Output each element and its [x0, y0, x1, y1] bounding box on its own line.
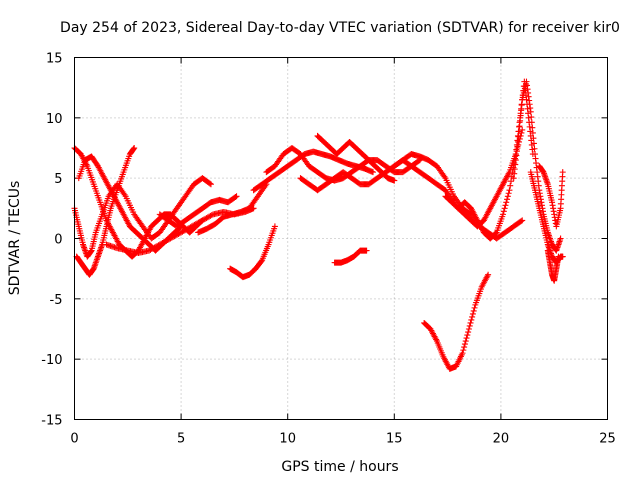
data-point — [208, 212, 215, 219]
data-point — [516, 123, 523, 130]
series-arc-o — [421, 271, 492, 372]
y-tick-label: 15 — [46, 52, 63, 67]
data-point — [508, 178, 515, 185]
data-point — [462, 338, 469, 345]
data-point — [530, 135, 537, 142]
series-arc-q — [455, 78, 536, 242]
series-arc-f — [156, 193, 240, 230]
data-point — [207, 181, 214, 188]
data-point — [461, 341, 468, 348]
data-point — [557, 235, 564, 242]
data-point — [531, 145, 538, 152]
data-point — [369, 169, 376, 176]
data-point — [271, 223, 278, 230]
data-point — [460, 347, 467, 354]
data-point — [507, 182, 514, 189]
y-tick-label: -15 — [41, 414, 62, 429]
y-tick-label: -10 — [41, 353, 62, 368]
data-point — [519, 217, 526, 224]
x-tick-label: 15 — [386, 432, 403, 447]
data-point — [503, 199, 510, 206]
data-point — [469, 310, 476, 317]
chart-title: Day 254 of 2023, Sidereal Day-to-day VTE… — [60, 20, 620, 36]
data-point — [517, 117, 524, 124]
data-point — [555, 253, 562, 260]
plot-frame — [74, 57, 608, 420]
y-tick-label: 0 — [54, 233, 62, 248]
data-point — [468, 316, 475, 323]
data-point — [206, 180, 213, 187]
data-point — [529, 124, 536, 131]
series-arc-g — [195, 181, 270, 236]
data-point — [518, 102, 525, 109]
data-point — [470, 307, 477, 314]
data-point — [501, 205, 508, 212]
data-point — [465, 326, 472, 332]
data-point — [467, 319, 474, 326]
data-point — [131, 145, 138, 151]
data-point — [464, 332, 471, 339]
x-axis-label: GPS time / hours — [281, 459, 398, 475]
data-point — [500, 211, 507, 218]
y-tick-label: -5 — [50, 293, 63, 308]
data-point — [527, 108, 534, 115]
series-arc-l — [297, 157, 457, 206]
data-point — [505, 190, 512, 197]
data-point — [466, 322, 473, 329]
grid-lines — [74, 57, 608, 420]
series-arc-u — [544, 247, 562, 284]
data-point — [528, 114, 535, 121]
x-tick-labels: 0 5 10 15 20 25 — [70, 432, 615, 447]
data-point — [516, 128, 523, 135]
series-arc-m — [331, 247, 370, 266]
data-point — [258, 258, 265, 265]
data-point — [461, 344, 468, 351]
data-point — [504, 196, 511, 203]
data-points — [71, 78, 566, 372]
data-point — [391, 177, 398, 184]
series-arc-t — [536, 163, 566, 230]
x-tick-label: 25 — [599, 432, 616, 447]
data-point — [514, 138, 521, 145]
data-point — [518, 107, 525, 114]
data-point — [492, 230, 499, 237]
x-tick-label: 10 — [279, 432, 296, 447]
data-point — [232, 194, 239, 201]
y-axis-label: SDTVAR / TECUs — [7, 181, 23, 296]
series-arc-b — [71, 145, 206, 260]
data-point — [233, 193, 240, 200]
data-point — [519, 126, 526, 133]
data-point — [485, 271, 492, 278]
data-point — [502, 202, 509, 209]
data-point — [459, 350, 466, 357]
y-tick-labels: -15 -10 -5 0 5 10 15 — [41, 52, 62, 429]
x-tick-label: 0 — [70, 432, 78, 447]
data-point — [500, 208, 507, 215]
data-point — [515, 133, 522, 140]
data-point — [465, 329, 472, 336]
data-point — [529, 129, 536, 136]
data-point — [518, 218, 525, 225]
data-point — [559, 169, 566, 176]
data-point — [463, 335, 470, 342]
data-point — [471, 304, 478, 311]
series-arc-e — [103, 205, 257, 256]
data-point — [528, 119, 535, 126]
data-point — [506, 187, 513, 194]
y-tick-label: 10 — [46, 112, 63, 127]
data-point — [469, 313, 476, 320]
data-point — [530, 140, 537, 147]
y-tick-label: 5 — [54, 172, 62, 187]
series-arc-k — [314, 132, 398, 184]
series-arc-h — [227, 223, 278, 281]
data-point — [517, 112, 524, 119]
x-tick-label: 20 — [493, 432, 510, 447]
data-point — [504, 193, 511, 200]
data-point — [363, 247, 370, 254]
x-tick-label: 5 — [177, 432, 185, 447]
